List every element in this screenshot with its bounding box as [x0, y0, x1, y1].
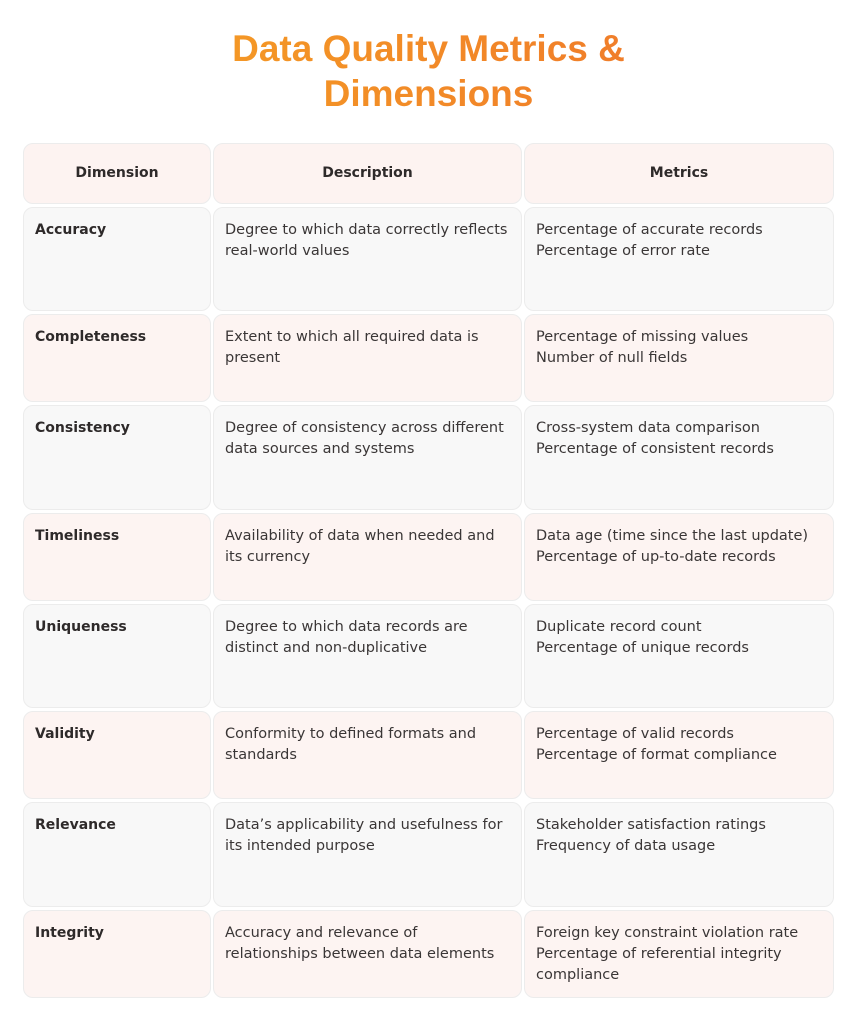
description-cell: Degree to which data records are distinc… [213, 604, 522, 708]
metric-item: Cross-system data comparison [536, 420, 760, 436]
metric-item: Duplicate record count [536, 619, 702, 635]
metric-item: Percentage of missing values [536, 329, 749, 345]
metric-item: Frequency of data usage [536, 838, 716, 854]
description-cell: Accuracy and relevance of relationships … [213, 910, 522, 998]
description-cell: Availability of data when needed and its… [213, 513, 522, 601]
metrics-table: Dimension Description Metrics Accuracy De… [23, 143, 834, 998]
metric-item: Percentage of unique records [536, 640, 749, 656]
dimension-cell: Completeness [23, 314, 211, 402]
metrics-cell: Foreign key constraint violation rate Per… [524, 910, 834, 998]
metrics-cell: Data age (time since the last update) Per… [524, 513, 834, 601]
dimension-cell: Relevance [23, 802, 211, 907]
header-metrics: Metrics [524, 143, 834, 204]
metrics-cell: Cross-system data comparison Percentage o… [524, 405, 834, 510]
metrics-cell: Duplicate record count Percentage of uniq… [524, 604, 834, 708]
title-line-1: Data Quality Metrics & [232, 28, 625, 69]
metrics-cell: Stakeholder satisfaction ratings Frequenc… [524, 802, 834, 907]
header-dimension: Dimension [23, 143, 211, 204]
metric-item: Foreign key constraint violation rate [536, 925, 799, 941]
metric-item: Percentage of format compliance [536, 747, 777, 763]
dimension-cell: Accuracy [23, 207, 211, 311]
metrics-cell: Percentage of missing values Number of nu… [524, 314, 834, 402]
dimension-cell: Validity [23, 711, 211, 799]
metric-item: Stakeholder satisfaction ratings [536, 817, 766, 833]
metric-item: Percentage of error rate [536, 243, 710, 259]
metrics-cell: Percentage of accurate records Percentage… [524, 207, 834, 311]
description-cell: Extent to which all required data is pre… [213, 314, 522, 402]
description-cell: Degree to which data correctly reflects … [213, 207, 522, 311]
metrics-cell: Percentage of valid records Percentage of… [524, 711, 834, 799]
title-line-2: Dimensions [323, 73, 534, 114]
metric-item: Percentage of up-to-date records [536, 549, 776, 565]
metric-item: Data age (time since the last update) [536, 528, 809, 544]
dimension-cell: Integrity [23, 910, 211, 998]
metric-item: Percentage of accurate records [536, 222, 763, 238]
description-cell: Data’s applicability and usefulness for … [213, 802, 522, 907]
dimension-cell: Timeliness [23, 513, 211, 601]
page-title: Data Quality Metrics & Dimensions [0, 26, 857, 116]
dimension-cell: Uniqueness [23, 604, 211, 708]
metric-item: Percentage of valid records [536, 726, 734, 742]
metric-item: Percentage of consistent records [536, 441, 774, 457]
metric-item: Number of null fields [536, 350, 688, 366]
header-description: Description [213, 143, 522, 204]
description-cell: Conformity to defined formats and standa… [213, 711, 522, 799]
description-cell: Degree of consistency across different d… [213, 405, 522, 510]
dimension-cell: Consistency [23, 405, 211, 510]
metric-item: Percentage of referential integrity comp… [536, 946, 782, 983]
